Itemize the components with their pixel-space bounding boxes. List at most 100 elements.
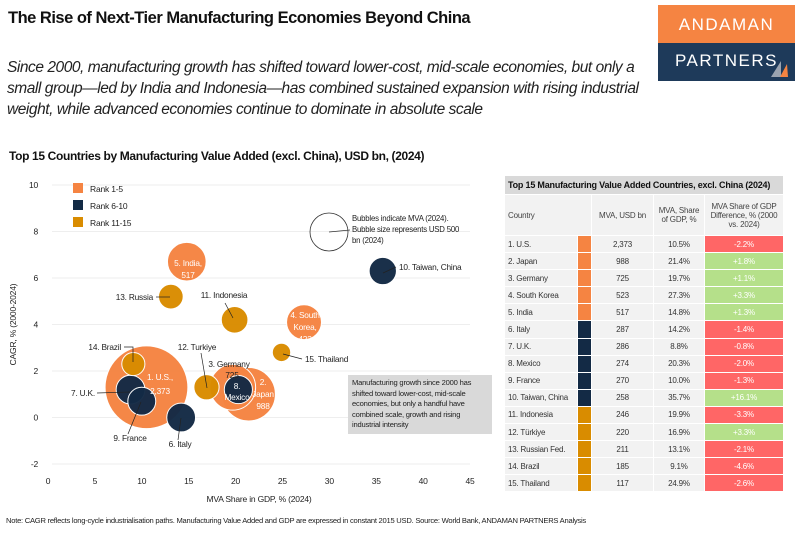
bubble-label: Japan <box>252 389 274 399</box>
header-mva: MVA, USD bn <box>591 194 654 236</box>
cell-country: 6. Italy <box>504 320 578 339</box>
rank-color-swatch <box>577 234 592 254</box>
rank-color-swatch <box>577 337 592 356</box>
cell-share: 20.3% <box>653 354 705 373</box>
table-row: 2. Japan 988 21.4% +1.8% <box>504 252 784 271</box>
bubble-label: 13. Russia <box>116 292 154 302</box>
size-legend-text: bn (2024) <box>352 236 384 245</box>
bubble-label: 988 <box>256 401 270 411</box>
bubble-rank-15 <box>271 342 292 363</box>
bubble-label: 2. <box>260 377 267 387</box>
table-row: 14. Brazil 185 9.1% -4.6% <box>504 457 784 476</box>
cell-mva: 517 <box>591 303 654 322</box>
y-axis-label: CAGR, % (2000-2024) <box>8 283 18 365</box>
rank-color-swatch <box>577 354 592 373</box>
cell-share: 13.1% <box>653 440 705 459</box>
x-tick-label: 15 <box>184 476 194 486</box>
rank-color-swatch <box>577 440 592 459</box>
bubble-rank-10 <box>368 256 397 286</box>
cell-mva: 270 <box>591 371 654 390</box>
cell-country: 2. Japan <box>504 252 578 271</box>
leader-line <box>328 229 351 233</box>
cell-country: 12. Türkiye <box>504 423 578 442</box>
bubble-label: 15. Thailand <box>305 354 349 364</box>
cell-country: 14. Brazil <box>504 457 578 476</box>
table-row: 3. Germany 725 19.7% +1.1% <box>504 269 784 288</box>
bubble-label: 12. Turkiye <box>178 342 217 352</box>
x-tick-label: 25 <box>278 476 288 486</box>
cell-mva: 117 <box>591 474 654 493</box>
cell-share: 10.5% <box>653 234 705 254</box>
bubble-label: 7. U.K. <box>71 388 95 398</box>
cell-share: 14.2% <box>653 320 705 339</box>
x-tick-label: 0 <box>46 476 51 486</box>
cell-country: 1. U.S. <box>504 234 578 254</box>
cell-diff: +3.3% <box>704 286 784 305</box>
rank-color-swatch <box>577 269 592 288</box>
cell-diff: -1.4% <box>704 320 784 339</box>
cell-mva: 211 <box>591 440 654 459</box>
header-country: Country <box>504 194 592 236</box>
leader-line <box>200 352 208 389</box>
cell-country: 8. Mexico <box>504 354 578 373</box>
bubble-label: 423 <box>298 334 312 344</box>
x-tick-label: 10 <box>137 476 147 486</box>
legend-swatch <box>73 217 83 227</box>
footer-note: Note: CAGR reflects long-cycle industria… <box>6 516 586 525</box>
cell-mva: 988 <box>591 252 654 271</box>
page-title: The Rise of Next-Tier Manufacturing Econ… <box>8 9 471 27</box>
table-row: 5. India 517 14.8% +1.3% <box>504 303 784 322</box>
cell-country: 13. Russian Fed. <box>504 440 578 459</box>
cell-mva: 725 <box>591 269 654 288</box>
bubble-rank-5 <box>166 241 207 282</box>
cell-mva: 523 <box>591 286 654 305</box>
leader-line <box>224 302 234 319</box>
rank-color-swatch <box>577 405 592 425</box>
x-tick-label: 30 <box>325 476 335 486</box>
legend-swatch <box>73 200 83 210</box>
x-tick-label: 40 <box>419 476 429 486</box>
rank-color-swatch <box>577 303 592 322</box>
x-axis-label: MVA Share in GDP, % (2024) <box>206 494 311 504</box>
table-row: 9. France 270 10.0% -1.3% <box>504 371 784 390</box>
x-tick-label: 5 <box>93 476 98 486</box>
bubble-label: 14. Brazil <box>88 342 121 352</box>
bubble-label: 517 <box>181 270 195 280</box>
mva-table: Top 15 Manufacturing Value Added Countri… <box>504 175 784 493</box>
cell-country: 3. Germany <box>504 269 578 288</box>
cell-share: 16.9% <box>653 423 705 442</box>
bubble-label: 8. <box>234 381 241 391</box>
cell-share: 35.7% <box>653 388 705 407</box>
cell-country: 10. Taiwan, China <box>504 388 578 407</box>
y-tick-label: 2 <box>33 366 38 376</box>
cell-share: 10.0% <box>653 371 705 390</box>
x-tick-label: 20 <box>231 476 241 486</box>
leader-line <box>96 391 131 394</box>
cell-diff: -2.6% <box>704 474 784 493</box>
cell-share: 27.3% <box>653 286 705 305</box>
logo-bottom-text: PARTNERS <box>674 51 778 70</box>
legend-swatch <box>73 183 83 193</box>
cell-mva: 258 <box>591 388 654 407</box>
andaman-partners-logo: ANDAMAN PARTNERS <box>658 5 795 81</box>
table-row: 8. Mexico 274 20.3% -2.0% <box>504 354 784 373</box>
cell-share: 19.7% <box>653 269 705 288</box>
y-tick-label: 8 <box>33 227 38 237</box>
bubble-label: 1. U.S., <box>147 372 173 382</box>
rank-color-swatch <box>577 371 592 390</box>
bubble-rank-4 <box>286 304 322 341</box>
cell-share: 9.1% <box>653 457 705 476</box>
legend-label: Rank 11-15 <box>90 218 132 228</box>
rank-color-swatch <box>577 474 592 493</box>
cell-share: 8.8% <box>653 337 705 356</box>
cell-diff: -2.2% <box>704 234 784 254</box>
x-tick-label: 35 <box>372 476 382 486</box>
cell-diff: +1.1% <box>704 269 784 288</box>
bubble-label: 10. Taiwan, China <box>399 262 462 272</box>
cell-diff: +1.8% <box>704 252 784 271</box>
bubble-rank-12 <box>193 374 220 401</box>
bubble-label: 9. France <box>113 433 147 443</box>
logo-top-text: ANDAMAN <box>658 5 795 43</box>
cell-diff: +16.1% <box>704 388 784 407</box>
rank-color-swatch <box>577 252 592 271</box>
